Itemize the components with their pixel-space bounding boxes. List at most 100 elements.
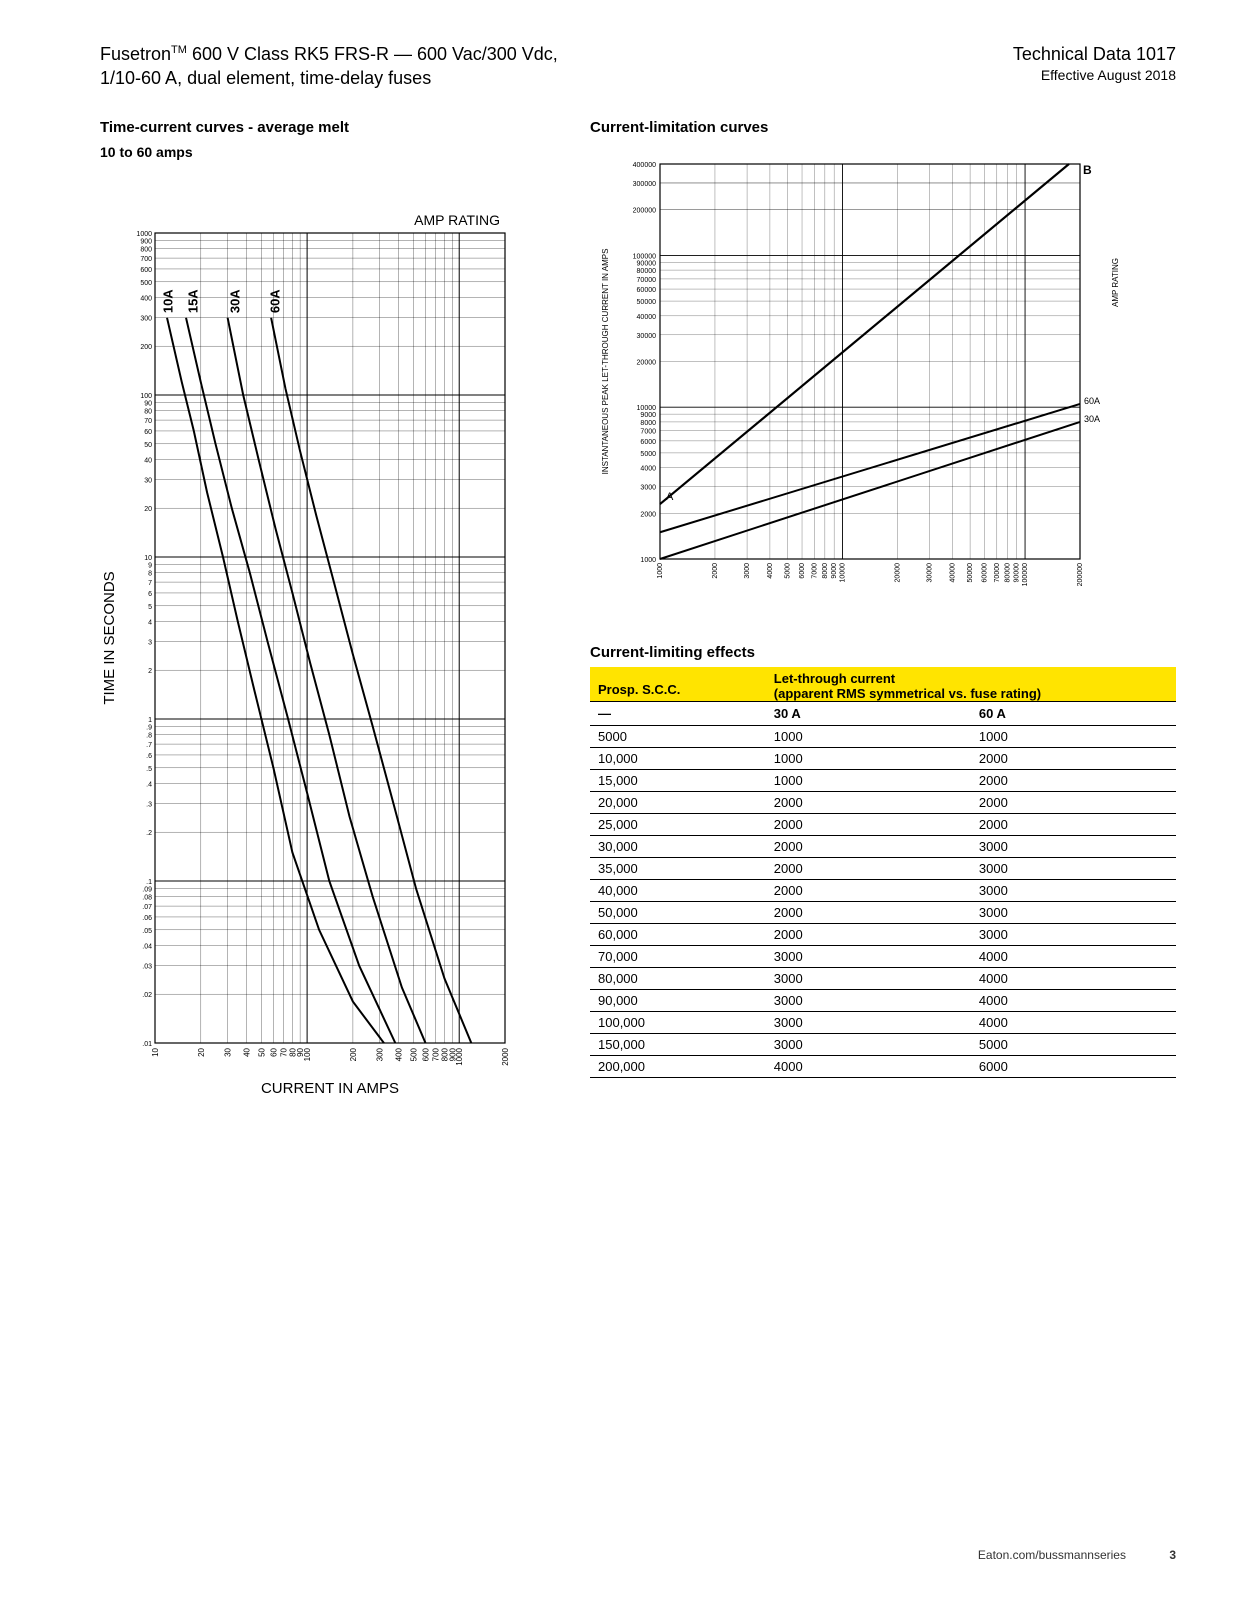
svg-text:.6: .6 (146, 753, 152, 760)
svg-text:1000: 1000 (657, 562, 664, 578)
th-span2: (apparent RMS symmetrical vs. fuse ratin… (774, 686, 1041, 701)
svg-text:4000: 4000 (767, 562, 774, 578)
svg-text:.3: .3 (146, 801, 152, 808)
chart2-title: Current-limitation curves (590, 119, 1176, 136)
svg-text:.1: .1 (146, 879, 152, 886)
table-row: 60,00020003000 (590, 923, 1176, 945)
table-row: 150,00030005000 (590, 1033, 1176, 1055)
svg-text:80000: 80000 (1004, 562, 1011, 582)
svg-text:CURRENT IN AMPS: CURRENT IN AMPS (261, 1080, 399, 1097)
svg-text:100000: 100000 (1022, 562, 1029, 585)
svg-text:60000: 60000 (637, 287, 657, 294)
page-footer: Eaton.com/bussmannseries 3 (978, 1548, 1176, 1562)
svg-text:10: 10 (151, 1047, 160, 1056)
svg-text:800: 800 (140, 246, 152, 253)
tm-mark: TM (171, 44, 187, 56)
svg-text:30: 30 (144, 477, 152, 484)
svg-text:90: 90 (144, 400, 152, 407)
svg-text:AMP RATING: AMP RATING (414, 212, 500, 228)
svg-text:AMP RATING: AMP RATING (1111, 258, 1120, 307)
svg-text:20: 20 (197, 1047, 206, 1056)
doc-title: FusetronTM 600 V Class RK5 FRS-R — 600 V… (100, 42, 558, 91)
svg-text:80000: 80000 (637, 268, 657, 275)
svg-text:20000: 20000 (894, 562, 901, 582)
svg-text:200: 200 (140, 344, 152, 351)
svg-text:400000: 400000 (633, 162, 656, 169)
table-row: 80,00030004000 (590, 967, 1176, 989)
th-span: Let-through current (apparent RMS symmet… (766, 667, 1176, 702)
svg-text:300000: 300000 (633, 181, 656, 188)
svg-text:500: 500 (409, 1047, 418, 1061)
svg-text:8000: 8000 (640, 420, 656, 427)
th-sub2: 60 A (971, 701, 1176, 725)
svg-text:70: 70 (280, 1047, 289, 1056)
svg-text:300: 300 (140, 315, 152, 322)
svg-text:.2: .2 (146, 830, 152, 837)
footer-url: Eaton.com/bussmannseries (978, 1548, 1126, 1562)
doc-meta: Technical Data 1017 Effective August 201… (1013, 42, 1176, 91)
table-row: 100,00030004000 (590, 1011, 1176, 1033)
page-number: 3 (1169, 1548, 1176, 1562)
effective-date: Effective August 2018 (1013, 66, 1176, 85)
svg-text:40: 40 (144, 457, 152, 464)
svg-text:.08: .08 (142, 894, 152, 901)
let-through-table: Prosp. S.C.C. Let-through current (appar… (590, 667, 1176, 1078)
svg-text:60A: 60A (1084, 396, 1100, 406)
svg-text:1000: 1000 (136, 231, 152, 238)
svg-text:1000: 1000 (640, 557, 656, 564)
svg-text:5000: 5000 (785, 562, 792, 578)
svg-text:100: 100 (303, 1047, 312, 1061)
svg-text:80: 80 (144, 408, 152, 415)
th-sub0: — (590, 701, 766, 725)
svg-text:60: 60 (144, 429, 152, 436)
table-row: 30,00020003000 (590, 835, 1176, 857)
svg-text:8: 8 (148, 570, 152, 577)
svg-text:.07: .07 (142, 904, 152, 911)
svg-text:INSTANTANEOUS PEAK LET-THROUGH: INSTANTANEOUS PEAK LET-THROUGH CURRENT I… (601, 248, 610, 474)
svg-text:.04: .04 (142, 943, 152, 950)
svg-text:2000: 2000 (640, 511, 656, 518)
svg-text:50000: 50000 (967, 562, 974, 582)
title-rest: 600 V Class RK5 FRS-R — 600 Vac/300 Vdc, (187, 44, 558, 64)
svg-text:600: 600 (140, 267, 152, 274)
svg-text:1000: 1000 (455, 1047, 464, 1065)
page-header: FusetronTM 600 V Class RK5 FRS-R — 600 V… (100, 42, 1176, 91)
svg-text:200000: 200000 (633, 207, 656, 214)
svg-text:20000: 20000 (637, 359, 657, 366)
svg-text:.4: .4 (146, 781, 152, 788)
svg-text:.02: .02 (142, 992, 152, 999)
table-body: 50001000100010,0001000200015,00010002000… (590, 725, 1176, 1077)
table-row: 500010001000 (590, 725, 1176, 747)
svg-text:600: 600 (421, 1047, 430, 1061)
table-row: 25,00020002000 (590, 813, 1176, 835)
table-row: 10,00010002000 (590, 747, 1176, 769)
svg-text:7000: 7000 (811, 562, 818, 578)
svg-text:30A: 30A (228, 288, 243, 312)
svg-text:6000: 6000 (799, 562, 806, 578)
table-row: 200,00040006000 (590, 1055, 1176, 1077)
svg-text:400: 400 (140, 295, 152, 302)
svg-text:40000: 40000 (949, 562, 956, 582)
table-row: 90,00030004000 (590, 989, 1176, 1011)
svg-text:50: 50 (144, 441, 152, 448)
svg-text:.8: .8 (146, 732, 152, 739)
svg-text:90000: 90000 (637, 260, 657, 267)
svg-text:40: 40 (243, 1047, 252, 1056)
svg-text:.06: .06 (142, 915, 152, 922)
svg-text:200: 200 (349, 1047, 358, 1061)
svg-text:700: 700 (140, 256, 152, 263)
svg-text:5: 5 (148, 603, 152, 610)
svg-text:700: 700 (432, 1047, 441, 1061)
th-sub1: 30 A (766, 701, 971, 725)
svg-text:90000: 90000 (1014, 562, 1021, 582)
svg-text:.7: .7 (146, 742, 152, 749)
svg-text:5000: 5000 (640, 450, 656, 457)
svg-text:3000: 3000 (640, 484, 656, 491)
svg-text:30A: 30A (1084, 414, 1100, 424)
title-word: Fusetron (100, 44, 171, 64)
svg-text:10: 10 (144, 555, 152, 562)
title-line2: 1/10-60 A, dual element, time-delay fuse… (100, 68, 431, 88)
svg-text:100000: 100000 (633, 253, 656, 260)
table-row: 35,00020003000 (590, 857, 1176, 879)
chart1-title: Time-current curves - average melt (100, 119, 560, 136)
